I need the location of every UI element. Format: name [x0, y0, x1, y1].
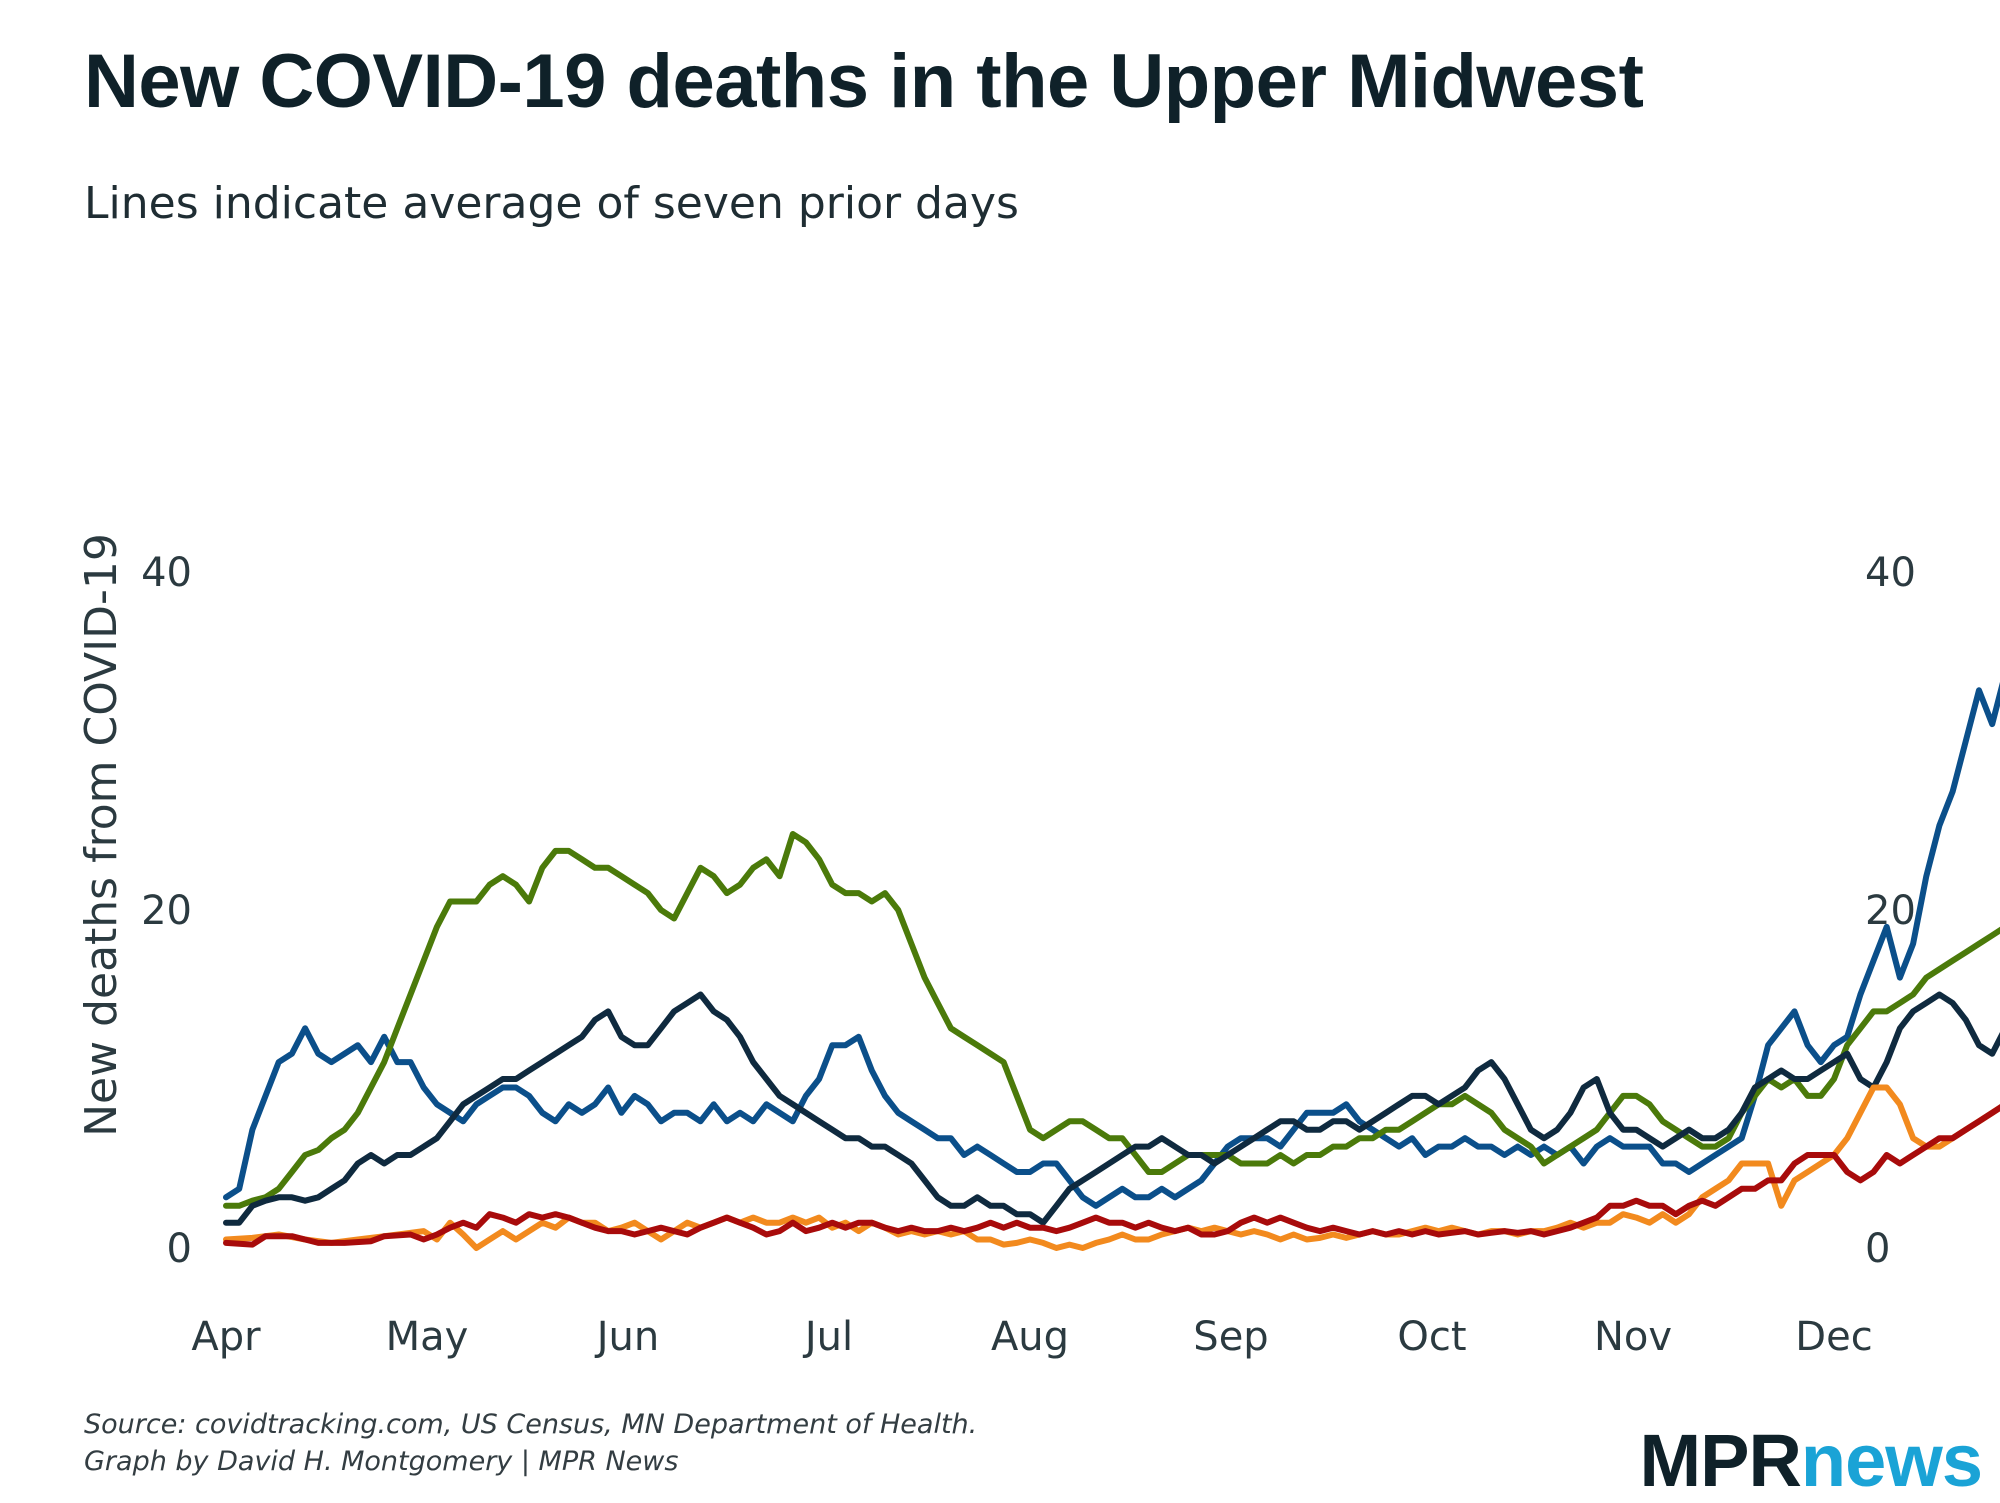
series-line-wi	[223, 681, 2000, 1209]
series-line-sd	[223, 1104, 2000, 1248]
series-line-nd	[223, 1084, 2000, 1251]
x-tick-label: Jun	[594, 1314, 660, 1360]
mpr-news-logo: MPRnews	[1639, 1418, 1983, 1503]
chart-title: New COVID-19 deaths in the Upper Midwest	[84, 39, 1644, 124]
x-tick-label: Jul	[802, 1314, 853, 1360]
y-tick-label-right: 0	[1865, 1226, 1890, 1272]
y-tick-label-right: 40	[1865, 550, 1916, 596]
x-tick-label: Nov	[1594, 1314, 1672, 1360]
series-layer	[223, 681, 2000, 1251]
x-tick-label: Oct	[1397, 1314, 1466, 1360]
x-tick-label: Dec	[1795, 1314, 1872, 1360]
x-tick-label: Sep	[1193, 1314, 1268, 1360]
x-tick-label: May	[386, 1314, 469, 1360]
axes: Apr May Jun Jul Aug Sep Oct Nov Dec 0 0 20 20 40 40 New…	[76, 533, 1916, 1360]
logo-mpr: MPR	[1639, 1419, 1801, 1502]
source-line: Source: covidtracking.com, US Census, MN…	[84, 1409, 978, 1440]
chart-subtitle: Lines indicate average of seven prior da…	[84, 178, 1019, 229]
x-tick-label: Aug	[991, 1314, 1069, 1360]
y-tick-label-left: 20	[141, 888, 192, 934]
x-tick-label: Apr	[191, 1314, 261, 1360]
y-tick-label-right: 20	[1865, 888, 1916, 934]
credit-line: Graph by David H. Montgomery | MPR News	[84, 1446, 679, 1477]
series-line-ia	[223, 991, 2000, 1226]
y-axis-label: New deaths from COVID-19	[76, 533, 127, 1137]
y-tick-label-left: 0	[167, 1226, 192, 1272]
y-tick-label-left: 40	[141, 550, 192, 596]
logo-news: news	[1800, 1419, 1983, 1502]
source-note: Source: covidtracking.com, US Census, MN…	[84, 1406, 977, 1480]
